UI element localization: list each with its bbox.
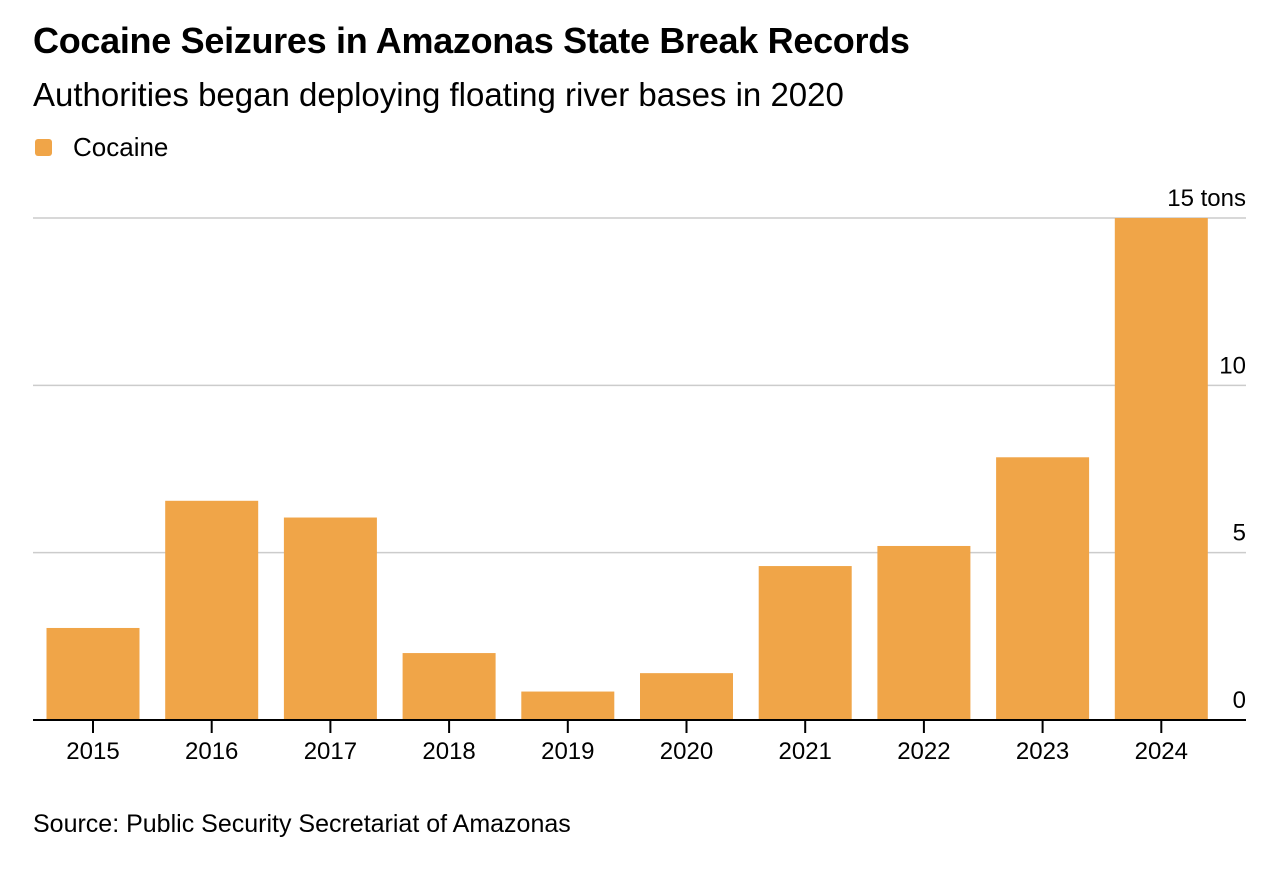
y-axis-labels: 0 5 10 15 tons [1167, 185, 1246, 714]
chart-subtitle: Authorities began deploying floating riv… [33, 76, 844, 113]
bar-2020 [640, 673, 733, 720]
bar-2018 [402, 653, 496, 720]
bar-2024 [1114, 218, 1208, 720]
source-note: Source: Public Security Secretariat of A… [33, 810, 571, 838]
y-tick-label-5: 5 [1233, 520, 1246, 547]
x-tick-label-2018: 2018 [422, 738, 475, 765]
x-tick-label-2024: 2024 [1135, 738, 1188, 765]
x-tick-label-2023: 2023 [1016, 738, 1069, 765]
bar-2023 [996, 457, 1090, 720]
x-axis-labels: 2015 2016 2017 2018 2019 2020 2021 2022 2023 2024 [66, 738, 1188, 765]
bar-2015 [46, 627, 140, 720]
bar-2017 [283, 517, 377, 720]
x-tick-label-2019: 2019 [541, 738, 594, 765]
x-tick-label-2021: 2021 [779, 738, 832, 765]
legend: Cocaine [35, 132, 168, 163]
x-tick-label-2015: 2015 [66, 738, 119, 765]
bar-2022 [877, 545, 971, 720]
x-tick-label-2017: 2017 [304, 738, 357, 765]
y-tick-label-0: 0 [1233, 687, 1246, 714]
x-tick-label-2022: 2022 [897, 738, 950, 765]
bar-2019 [521, 691, 615, 720]
x-axis [33, 719, 1246, 733]
bar-2016 [165, 500, 259, 720]
x-tick-label-2016: 2016 [185, 738, 238, 765]
legend-label-cocaine: Cocaine [73, 132, 169, 162]
bar-2021 [758, 566, 852, 720]
chart-title: Cocaine Seizures in Amazonas State Break… [33, 20, 910, 61]
x-tick-label-2020: 2020 [660, 738, 713, 765]
y-tick-label-15: 15 tons [1167, 185, 1246, 212]
legend-swatch-cocaine [35, 139, 52, 156]
y-tick-label-10: 10 [1219, 352, 1246, 379]
bars [46, 218, 1208, 720]
